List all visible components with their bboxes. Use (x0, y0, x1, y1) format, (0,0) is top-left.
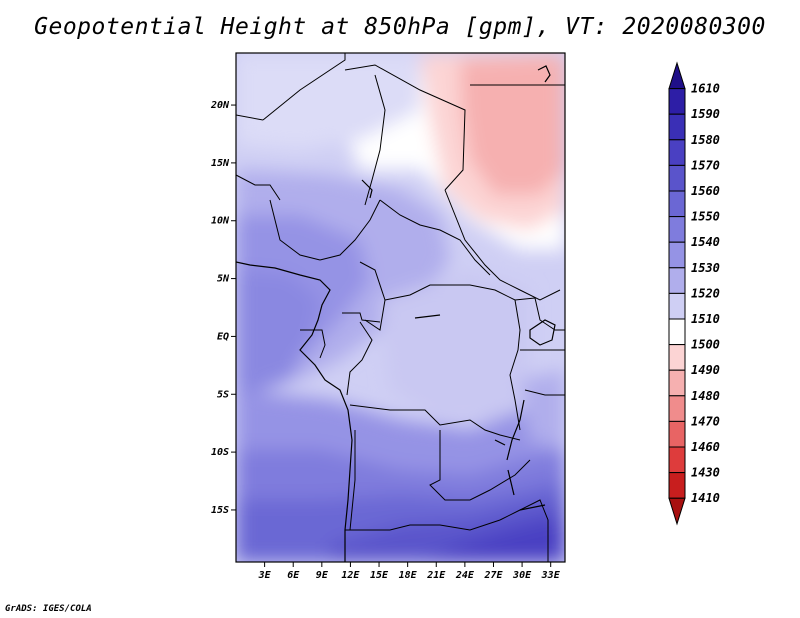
colorbar-swatch (668, 292, 686, 320)
field-light-nw (236, 53, 420, 150)
colorbar-label: 1540 (691, 235, 720, 249)
colorbar-label: 1520 (691, 286, 720, 300)
colorbar-swatch (668, 369, 686, 397)
lat-tick-label: EQ (217, 331, 229, 342)
lon-tick-label: 30E (512, 570, 532, 581)
colorbar-label: 1570 (691, 158, 720, 172)
lon-tick-label: 21E (426, 570, 446, 581)
lat-tick-label: 10N (211, 216, 230, 227)
colorbar-swatch (668, 113, 686, 141)
lat-tick-label: 5N (217, 274, 230, 285)
colorbar-swatch (668, 88, 686, 115)
field-east-highland (520, 370, 565, 450)
lon-tick-label: 18E (399, 570, 418, 581)
height-field (236, 53, 565, 562)
colorbar-label: 1530 (691, 261, 720, 275)
lat-tick-label: 15N (211, 158, 230, 169)
grads-credit: GrADS: IGES/COLA (5, 604, 92, 614)
colorbar-swatch (668, 395, 686, 422)
colorbar-swatch (668, 420, 686, 448)
lon-tick-label: 9E (316, 570, 329, 581)
colorbar-label: 1430 (691, 466, 720, 480)
colorbar: 1610 1590 1580 1570 1560 1550 1540 1530 1520 1510… (668, 61, 720, 526)
field-congo-light (380, 270, 530, 420)
colorbar-label: 1510 (691, 312, 720, 326)
colorbar-label: 1460 (691, 440, 720, 454)
colorbar-label: 1490 (691, 363, 720, 377)
longitude-axis: 3E 6E 9E 12E 15E 18E 21E 24E 27E 30E 33E (258, 562, 561, 581)
lon-tick-label: 27E (483, 570, 503, 581)
plot-frame (235, 52, 566, 563)
colorbar-label: 1590 (691, 107, 720, 121)
field-1550-atlantic (236, 270, 320, 400)
lat-tick-label: 20N (210, 100, 230, 111)
colorbar-top-arrow (668, 61, 686, 90)
colorbar-label: 1500 (691, 338, 720, 352)
lon-tick-label: 3E (258, 570, 272, 581)
lat-tick-label: 15S (211, 505, 229, 516)
lon-tick-label: 15E (370, 570, 389, 581)
lon-tick-label: 33E (541, 570, 561, 581)
colorbar-swatch (668, 139, 686, 166)
colorbar-swatch (668, 446, 686, 474)
field-salmon-core (460, 55, 565, 195)
colorbar-swatch (668, 472, 686, 499)
colorbar-swatch (668, 190, 686, 218)
lon-tick-label: 12E (341, 570, 360, 581)
colorbar-swatch (668, 241, 686, 269)
colorbar-label: 1480 (691, 389, 720, 403)
colorbar-swatch (668, 267, 686, 294)
map-title: Geopotential Height at 850hPa [gpm], VT:… (34, 14, 766, 40)
lon-tick-label: 6E (287, 570, 300, 581)
colorbar-label: 1410 (691, 491, 720, 505)
lat-tick-label: 10S (211, 447, 229, 458)
lon-tick-label: 24E (455, 570, 475, 581)
colorbar-label: 1560 (691, 184, 720, 198)
coastline-and-lakes (236, 65, 556, 562)
colorbar-label: 1470 (691, 414, 720, 428)
colorbar-label: 1550 (691, 210, 720, 224)
colorbar-bottom-arrow (668, 497, 686, 526)
colorbar-label: 1610 (691, 82, 720, 96)
colorbar-swatch (668, 344, 686, 371)
colorbar-label: 1580 (691, 133, 720, 147)
latitude-axis: 20N 15N 10N 5N EQ 5S 10S 15S (210, 100, 236, 516)
colorbar-swatch (668, 164, 686, 192)
lat-tick-label: 5S (217, 389, 229, 400)
colorbar-swatch (668, 318, 686, 346)
colorbar-swatch (668, 216, 686, 243)
field-1580-south (420, 520, 565, 562)
